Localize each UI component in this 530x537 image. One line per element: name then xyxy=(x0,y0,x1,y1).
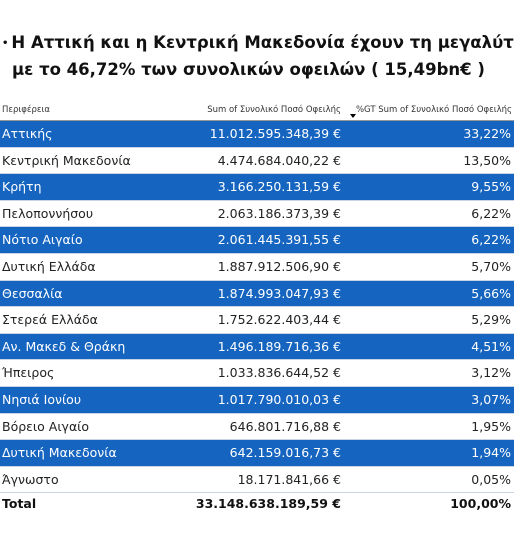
table-row[interactable]: Κεντρική Μακεδονία 4.474.684.040,22 € 13,5… xyxy=(0,148,514,175)
title-line-1: • Η Αττική και η Κεντρική Μακεδονία έχουν… xyxy=(2,30,530,57)
cell-sum: 1.874.993.047,93 € xyxy=(217,285,341,301)
cell-region: Κεντρική Μακεδονία xyxy=(2,152,131,168)
table-row[interactable]: Στερεά Ελλάδα 1.752.622.403,44 € 5,29% xyxy=(0,307,514,334)
cell-region: Πελοποννήσου xyxy=(2,205,94,221)
cell-pct: 5,70% xyxy=(471,258,511,274)
cell-sum: 646.801.716,88 € xyxy=(229,418,341,434)
cell-sum: 1.017.790.010,03 € xyxy=(217,391,341,407)
cell-sum: 1.033.836.644,52 € xyxy=(217,365,341,381)
cell-pct: 1,95% xyxy=(471,418,511,434)
cell-sum: 18.171.841,66 € xyxy=(237,471,341,487)
cell-region: Δυτική Μακεδονία xyxy=(2,445,117,461)
table-row[interactable]: Δυτική Ελλάδα 1.887.912.506,90 € 5,70% xyxy=(0,254,514,281)
table-header: Περιφέρεια Sum of Συνολικό Ποσό Οφειλής … xyxy=(0,102,514,121)
cell-sum: 1.496.189.716,36 € xyxy=(217,338,341,354)
table-row[interactable]: Άγνωστο 18.171.841,66 € 0,05% xyxy=(0,467,514,494)
cell-region: Αττικής xyxy=(2,126,53,141)
cell-region: Στερεά Ελλάδα xyxy=(2,312,98,328)
cell-sum: 1.752.622.403,44 € xyxy=(217,312,341,328)
cell-pct: 13,50% xyxy=(463,152,511,168)
table-row[interactable]: Θεσσαλία 1.874.993.047,93 € 5,66% xyxy=(0,280,514,308)
table-row[interactable]: Ήπειρος 1.033.836.644,52 € 3,12% xyxy=(0,360,514,387)
cell-region: Θεσσαλία xyxy=(2,285,63,301)
cell-pct: 0,05% xyxy=(471,471,511,487)
title-line-2: με το 46,72% των συνολικών οφειλών ( 15,… xyxy=(12,59,485,79)
bullet-icon: • xyxy=(2,37,9,49)
cell-sum: 2.063.186.373,39 € xyxy=(217,205,341,221)
cell-region: Αν. Μακεδ & Θράκη xyxy=(2,338,126,354)
cell-pct: 3,12% xyxy=(471,365,511,381)
total-pct: 100,00% xyxy=(450,496,511,512)
cell-region: Άγνωστο xyxy=(2,471,59,487)
table-row[interactable]: Βόρειο Αιγαίο 646.801.716,88 € 1,95% xyxy=(0,414,514,441)
cell-pct: 5,66% xyxy=(471,285,511,301)
cell-region: Κρήτη xyxy=(2,179,42,195)
header-sum[interactable]: Sum of Συνολικό Ποσό Οφειλής xyxy=(207,105,341,115)
cell-sum: 11.012.595.348,39 € xyxy=(209,126,341,141)
debt-table: Περιφέρεια Sum of Συνολικό Ποσό Οφειλής … xyxy=(0,102,514,515)
cell-pct: 3,07% xyxy=(471,391,511,407)
table-row[interactable]: Αττικής 11.012.595.348,39 € 33,22% xyxy=(0,121,514,148)
header-pct[interactable]: %GT Sum of Συνολικό Ποσό Οφειλής xyxy=(355,105,512,115)
cell-sum: 4.474.684.040,22 € xyxy=(217,152,341,168)
sort-descending-icon[interactable] xyxy=(350,114,356,118)
total-label: Total xyxy=(2,496,37,512)
cell-region: Νότιο Αιγαίο xyxy=(2,232,83,248)
cell-sum: 3.166.250.131,59 € xyxy=(217,179,341,195)
cell-sum: 2.061.445.391,55 € xyxy=(217,232,341,248)
cell-sum: 1.887.912.506,90 € xyxy=(217,258,341,274)
cell-pct: 1,94% xyxy=(471,445,511,461)
cell-region: Ήπειρος xyxy=(2,365,55,381)
table-row[interactable]: Δυτική Μακεδονία 642.159.016,73 € 1,94% xyxy=(0,440,514,467)
cell-pct: 33,22% xyxy=(463,126,511,141)
cell-pct: 9,55% xyxy=(471,179,511,195)
cell-pct: 4,51% xyxy=(471,338,511,354)
cell-sum: 642.159.016,73 € xyxy=(229,445,341,461)
table-row[interactable]: Αν. Μακεδ & Θράκη 1.496.189.716,36 € 4,51% xyxy=(0,333,514,361)
table-row[interactable]: Πελοποννήσου 2.063.186.373,39 € 6,22% xyxy=(0,201,514,228)
total-sum: 33.148.638.189,59 € xyxy=(195,496,341,512)
cell-pct: 6,22% xyxy=(471,232,511,248)
table-row[interactable]: Κρήτη 3.166.250.131,59 € 9,55% xyxy=(0,174,514,201)
table-row[interactable]: Νησιά Ιονίου 1.017.790.010,03 € 3,07% xyxy=(0,386,514,414)
page-title: • Η Αττική και η Κεντρική Μακεδονία έχουν… xyxy=(2,30,530,83)
cell-pct: 5,29% xyxy=(471,312,511,328)
cell-region: Βόρειο Αιγαίο xyxy=(2,418,90,434)
cell-region: Νησιά Ιονίου xyxy=(2,391,82,407)
title-line-1-text: Η Αττική και η Κεντρική Μακεδονία έχουν … xyxy=(11,33,514,52)
cell-pct: 6,22% xyxy=(471,205,511,221)
total-row: Total 33.148.638.189,59 € 100,00% xyxy=(0,493,514,515)
header-region[interactable]: Περιφέρεια xyxy=(2,105,50,115)
cell-region: Δυτική Ελλάδα xyxy=(2,258,96,274)
table-row[interactable]: Νότιο Αιγαίο 2.061.445.391,55 € 6,22% xyxy=(0,227,514,254)
